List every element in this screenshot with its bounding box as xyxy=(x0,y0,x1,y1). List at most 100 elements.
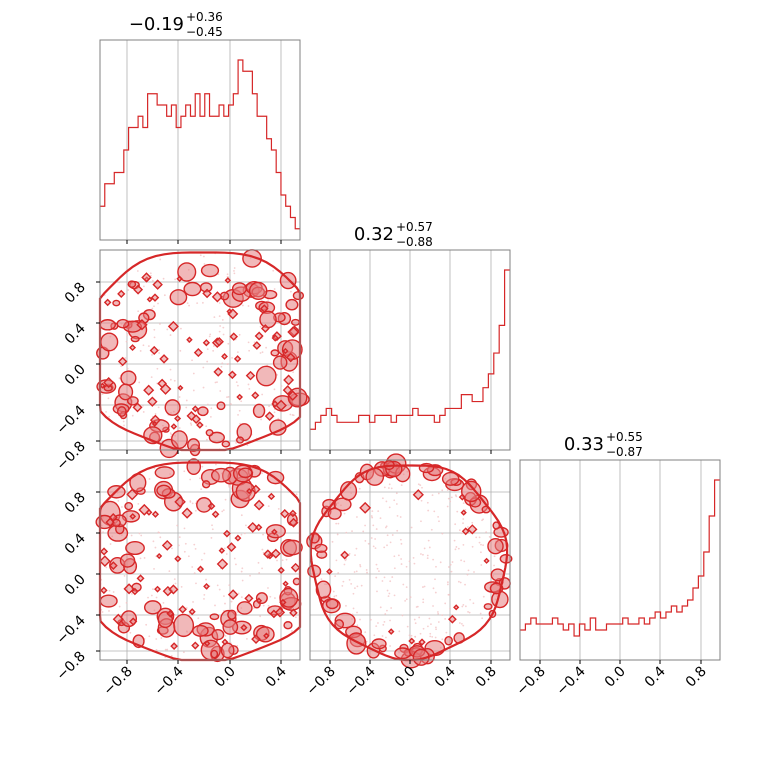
scatter-point xyxy=(233,267,236,269)
scatter-point xyxy=(356,611,358,614)
panel-background xyxy=(100,40,300,240)
scatter-point xyxy=(126,522,129,525)
scatter-point xyxy=(158,348,161,351)
scatter-point xyxy=(231,356,233,359)
scatter-point xyxy=(178,396,181,398)
density-contour xyxy=(290,318,301,326)
scatter-point xyxy=(291,630,293,632)
density-contour xyxy=(271,528,278,536)
x-tick-label: 0.8 xyxy=(473,664,500,691)
scatter-point xyxy=(267,505,270,508)
scatter-point xyxy=(243,532,246,535)
scatter-point xyxy=(166,328,169,331)
x-tick-label: 0.0 xyxy=(212,664,239,691)
scatter-point xyxy=(464,583,466,586)
density-contour xyxy=(461,480,482,503)
scatter-point xyxy=(450,496,453,499)
scatter-point xyxy=(457,580,460,583)
density-contour xyxy=(116,318,130,329)
scatter-point xyxy=(224,635,227,637)
scatter-point xyxy=(365,569,368,571)
scatter-point xyxy=(335,559,338,562)
density-contour xyxy=(151,510,160,518)
scatter-point xyxy=(447,497,450,500)
scatter-point xyxy=(351,530,353,533)
density-contour xyxy=(290,562,301,573)
scatter-point xyxy=(159,536,162,539)
density-contour xyxy=(132,402,143,413)
scatter-point xyxy=(378,570,380,572)
scatter-point xyxy=(292,414,295,417)
scatter-point xyxy=(246,444,249,447)
scatter-point xyxy=(333,595,336,598)
density-contour xyxy=(105,517,115,527)
density-contour xyxy=(159,354,169,364)
scatter-point xyxy=(468,611,471,614)
scatter-point xyxy=(258,572,261,574)
scatter-point xyxy=(423,585,426,588)
density-contour xyxy=(315,580,332,599)
density-contour xyxy=(272,355,288,370)
scatter-point xyxy=(343,512,346,515)
scatter-point xyxy=(414,635,416,638)
scatter-point xyxy=(191,566,194,568)
scatter-point xyxy=(126,334,129,337)
scatter-point xyxy=(438,520,440,523)
scatter-point xyxy=(434,626,437,629)
scatter-point xyxy=(216,381,218,384)
scatter-point xyxy=(410,526,413,529)
scatter-point xyxy=(180,585,183,588)
title-upper-error: +0.55 xyxy=(606,430,643,444)
scatter-point xyxy=(218,315,221,318)
scatter-point xyxy=(419,632,422,635)
scatter-point xyxy=(455,495,458,498)
scatter-point xyxy=(262,551,265,554)
y-tick-label: 0.4 xyxy=(62,320,89,347)
density-contour xyxy=(222,619,239,635)
scatter-point xyxy=(376,567,379,570)
scatter-point xyxy=(371,510,374,513)
scatter-point xyxy=(267,299,270,301)
scatter-point xyxy=(342,580,345,583)
scatter-point xyxy=(334,575,337,577)
scatter-point xyxy=(467,569,470,572)
scatter-point xyxy=(193,572,196,575)
scatter-point xyxy=(430,623,432,626)
scatter-point xyxy=(247,383,250,386)
scatter-point xyxy=(375,563,378,566)
scatter-point xyxy=(166,648,169,651)
density-contour xyxy=(124,502,134,511)
scatter-point xyxy=(387,487,390,489)
scatter-point xyxy=(423,547,426,550)
density-contour xyxy=(174,496,186,508)
density-contour xyxy=(143,600,162,615)
scatter-point xyxy=(420,553,422,555)
scatter-point xyxy=(389,645,391,647)
y-tick-label: −0.8 xyxy=(53,649,88,684)
scatter-point xyxy=(384,613,387,615)
scatter-point xyxy=(335,522,338,525)
contour-param3-vs-param1 xyxy=(95,458,303,664)
scatter-point xyxy=(462,522,464,525)
density-contour xyxy=(200,263,220,278)
density-contour xyxy=(282,539,303,556)
scatter-point xyxy=(127,289,130,291)
scatter-point xyxy=(157,406,160,409)
density-contour xyxy=(334,619,345,630)
density-contour xyxy=(247,521,259,533)
scatter-point xyxy=(449,500,452,503)
scatter-point xyxy=(462,624,465,627)
density-contour xyxy=(127,280,137,288)
scatter-point xyxy=(450,570,453,573)
scatter-point xyxy=(276,559,278,562)
density-contour xyxy=(203,582,210,590)
scatter-point xyxy=(471,545,474,548)
scatter-point xyxy=(427,509,430,512)
scatter-point xyxy=(428,546,431,549)
scatter-point xyxy=(139,557,142,560)
scatter-point xyxy=(233,270,235,272)
x-tick-label: −0.8 xyxy=(100,664,135,699)
scatter-point xyxy=(237,413,239,416)
scatter-point xyxy=(189,501,192,503)
scatter-point xyxy=(261,472,263,475)
